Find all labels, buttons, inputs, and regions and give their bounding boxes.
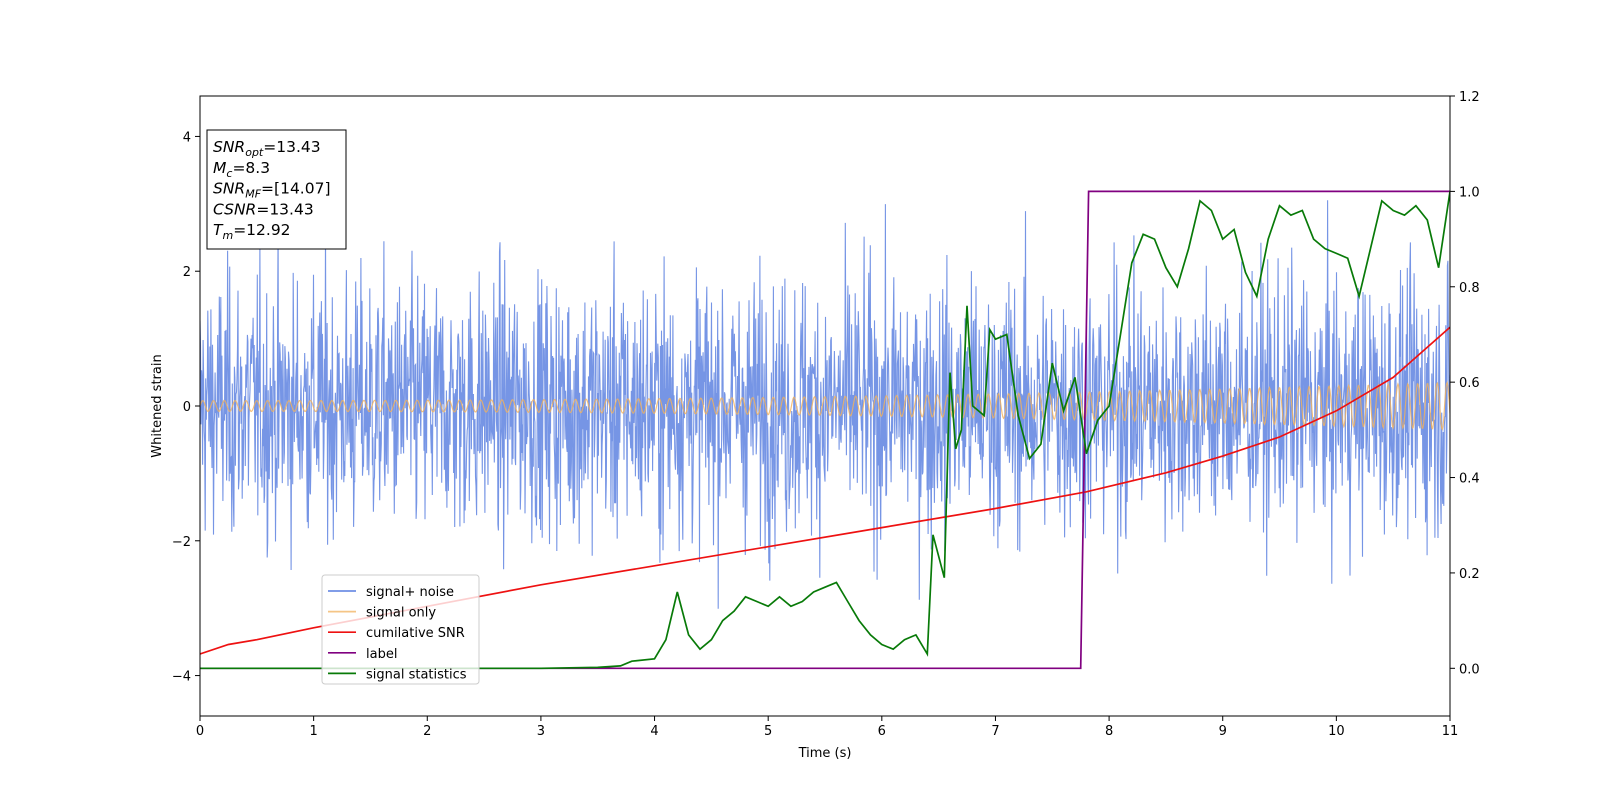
signal-only-series (200, 380, 1450, 431)
signal-noise-series (200, 200, 1450, 609)
legend-label: signal+ noise (366, 585, 454, 600)
info-line-name: SNR (213, 180, 245, 198)
signal-noise-line (200, 200, 1450, 609)
x-tick-label: 4 (650, 724, 658, 739)
y-axis-ticks: −4 −2 0 2 4 (172, 130, 200, 685)
info-line-name: SNR (213, 138, 245, 156)
legend-frame (321, 574, 480, 685)
y2-tick-label: 0.2 (1459, 567, 1480, 582)
cumilative-snr-line (200, 326, 1450, 655)
legend-label: cumilative SNR (366, 626, 465, 641)
x-tick-label: 11 (1442, 724, 1459, 739)
x-tick-label: 9 (1219, 724, 1227, 739)
legend-label: signal only (366, 606, 436, 621)
plot-area (200, 190, 1450, 670)
info-line-value: =12.92 (233, 221, 290, 239)
signal-statistics-line (200, 191, 1450, 670)
y2-tick-label: 0.6 (1459, 376, 1480, 391)
x-tick-label: 7 (991, 724, 999, 739)
info-line: SNRMF=[14.07] (213, 180, 331, 201)
info-box-frame (206, 129, 347, 250)
info-line-sub: MF (245, 188, 261, 201)
y2-tick-label: 0.0 (1459, 662, 1480, 677)
info-line-name: M (213, 159, 226, 177)
right-axis-series (200, 190, 1450, 670)
info-line-value: =13.43 (263, 138, 320, 156)
y2-tick-label: 1.2 (1459, 90, 1480, 105)
y-axis-label: Whitened strain (150, 354, 165, 457)
info-line: Tm=12.92 (213, 221, 291, 242)
y-tick-label: 2 (183, 265, 191, 280)
y2-axis-ticks: 0.0 0.2 0.4 0.6 0.8 1.0 1.2 (1450, 90, 1480, 677)
y-tick-label: −4 (172, 670, 191, 685)
info-line-value: =[14.07] (261, 180, 330, 198)
x-tick-label: 0 (196, 724, 204, 739)
x-tick-label: 6 (878, 724, 886, 739)
info-line: SNRopt=13.43 (213, 138, 321, 159)
legend-label: signal statistics (366, 667, 467, 682)
x-tick-label: 10 (1328, 724, 1345, 739)
info-line-sub: m (222, 229, 233, 242)
x-axis-label: Time (s) (798, 746, 852, 761)
x-axis-ticks: 0 1 2 3 4 5 6 7 8 9 10 11 (196, 716, 1458, 739)
signal-only-line (200, 380, 1450, 431)
info-line-name: CSNR (213, 200, 256, 218)
y2-tick-label: 1.0 (1459, 185, 1480, 200)
x-tick-label: 2 (423, 724, 431, 739)
info-line-sub: c (226, 167, 232, 180)
info-line: CSNR=13.43 (213, 200, 314, 218)
y2-tick-label: 0.8 (1459, 281, 1480, 296)
y-tick-label: 4 (183, 130, 191, 145)
legend-label: label (366, 647, 397, 662)
y2-tick-label: 0.4 (1459, 472, 1480, 487)
info-box: SNRopt=13.43Mc=8.3SNRMF=[14.07]CSNR=13.4… (206, 129, 347, 250)
x-tick-label: 1 (309, 724, 317, 739)
info-line: Mc=8.3 (213, 159, 270, 180)
y-tick-label: −2 (172, 535, 191, 550)
info-line-name: T (213, 221, 224, 239)
info-line-sub: opt (245, 146, 264, 159)
x-tick-label: 3 (537, 724, 545, 739)
info-line-value: =13.43 (256, 200, 313, 218)
x-tick-label: 5 (764, 724, 772, 739)
y-tick-label: 0 (183, 400, 191, 415)
x-tick-label: 8 (1105, 724, 1113, 739)
legend: signal+ noise signal only cumilative SNR la… (321, 574, 480, 685)
label-line (200, 190, 1450, 670)
info-line-value: =8.3 (232, 159, 270, 177)
